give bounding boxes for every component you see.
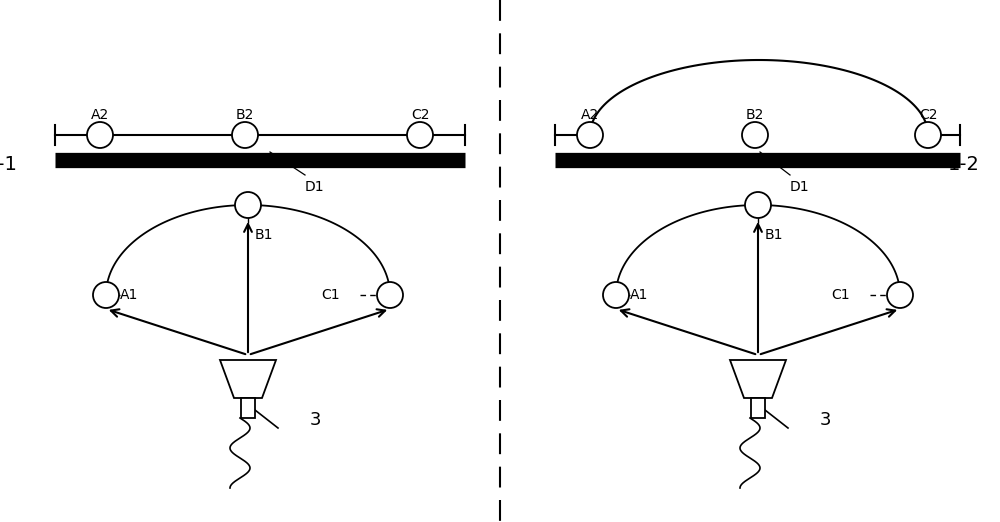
Text: A2: A2 [91, 108, 109, 122]
Circle shape [742, 122, 768, 148]
Circle shape [377, 282, 403, 308]
Circle shape [407, 122, 433, 148]
Circle shape [235, 192, 261, 218]
Polygon shape [730, 360, 786, 398]
Circle shape [577, 122, 603, 148]
Polygon shape [220, 360, 276, 398]
Text: A1: A1 [630, 288, 648, 302]
Circle shape [93, 282, 119, 308]
Text: C1: C1 [831, 288, 850, 302]
Text: A2: A2 [581, 108, 599, 122]
Text: C1: C1 [321, 288, 340, 302]
Text: B2: B2 [746, 108, 764, 122]
Polygon shape [751, 398, 765, 418]
Text: 3: 3 [310, 411, 322, 429]
Circle shape [232, 122, 258, 148]
Text: D1: D1 [305, 180, 325, 194]
Text: 1-2: 1-2 [948, 156, 980, 174]
Text: C2: C2 [411, 108, 429, 122]
Circle shape [887, 282, 913, 308]
Circle shape [745, 192, 771, 218]
Text: 1-1: 1-1 [0, 156, 18, 174]
Text: 3: 3 [820, 411, 832, 429]
Polygon shape [241, 398, 255, 418]
Text: B1: B1 [765, 228, 784, 242]
Circle shape [603, 282, 629, 308]
Circle shape [915, 122, 941, 148]
Circle shape [87, 122, 113, 148]
Text: B2: B2 [236, 108, 254, 122]
Text: D1: D1 [790, 180, 810, 194]
Text: A1: A1 [120, 288, 138, 302]
Text: B1: B1 [255, 228, 274, 242]
Text: C2: C2 [919, 108, 937, 122]
